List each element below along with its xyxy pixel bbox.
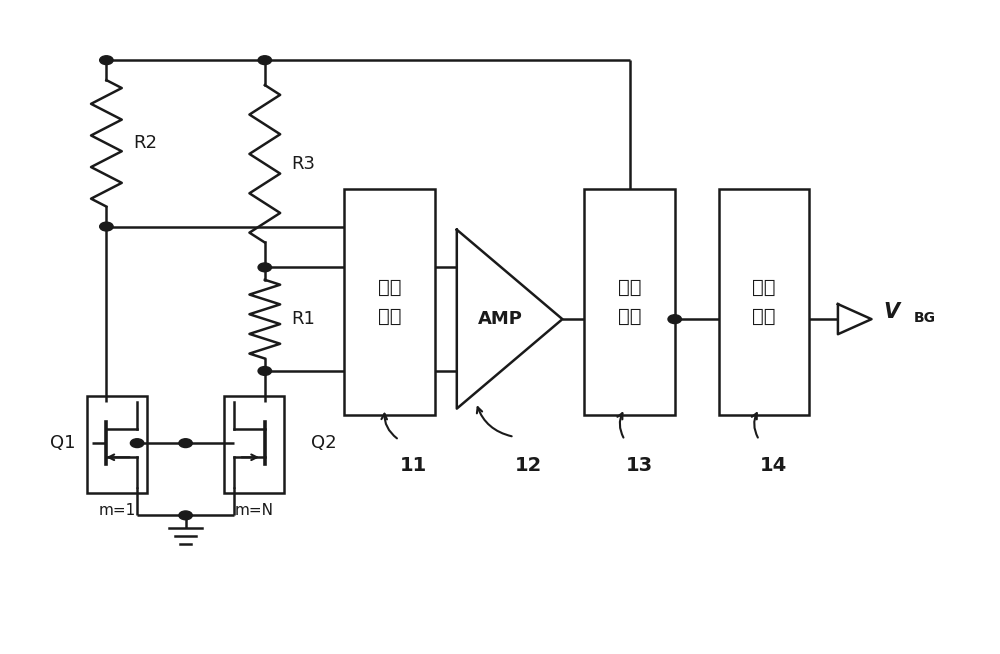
Text: 单元: 单元 — [618, 307, 641, 326]
Text: R1: R1 — [292, 310, 316, 328]
Text: m=1: m=1 — [98, 503, 136, 518]
Text: Q2: Q2 — [311, 434, 337, 452]
Bar — [719, 189, 809, 415]
Bar — [584, 189, 675, 415]
Circle shape — [100, 222, 113, 231]
Text: 单元: 单元 — [378, 307, 401, 326]
Text: 11: 11 — [400, 456, 427, 475]
Circle shape — [258, 56, 272, 65]
Text: Q1: Q1 — [50, 434, 76, 452]
Bar — [87, 396, 147, 493]
Text: AMP: AMP — [478, 310, 522, 328]
Circle shape — [258, 263, 272, 272]
Text: 12: 12 — [515, 456, 542, 475]
Bar — [224, 396, 284, 493]
Circle shape — [179, 439, 192, 447]
Circle shape — [100, 56, 113, 65]
Circle shape — [258, 366, 272, 375]
Text: 解调: 解调 — [618, 278, 641, 297]
Text: 13: 13 — [626, 456, 653, 475]
Text: m=N: m=N — [235, 503, 274, 518]
Text: 14: 14 — [760, 456, 787, 475]
Text: 滤波: 滤波 — [752, 278, 776, 297]
Circle shape — [179, 511, 192, 520]
Circle shape — [668, 315, 681, 324]
Text: 调制: 调制 — [378, 278, 401, 297]
Text: R2: R2 — [133, 134, 157, 152]
Text: BG: BG — [914, 311, 936, 325]
Circle shape — [130, 439, 144, 447]
Bar — [344, 189, 435, 415]
Text: V: V — [883, 301, 899, 322]
Text: 单元: 单元 — [752, 307, 776, 326]
Text: R3: R3 — [292, 155, 316, 173]
